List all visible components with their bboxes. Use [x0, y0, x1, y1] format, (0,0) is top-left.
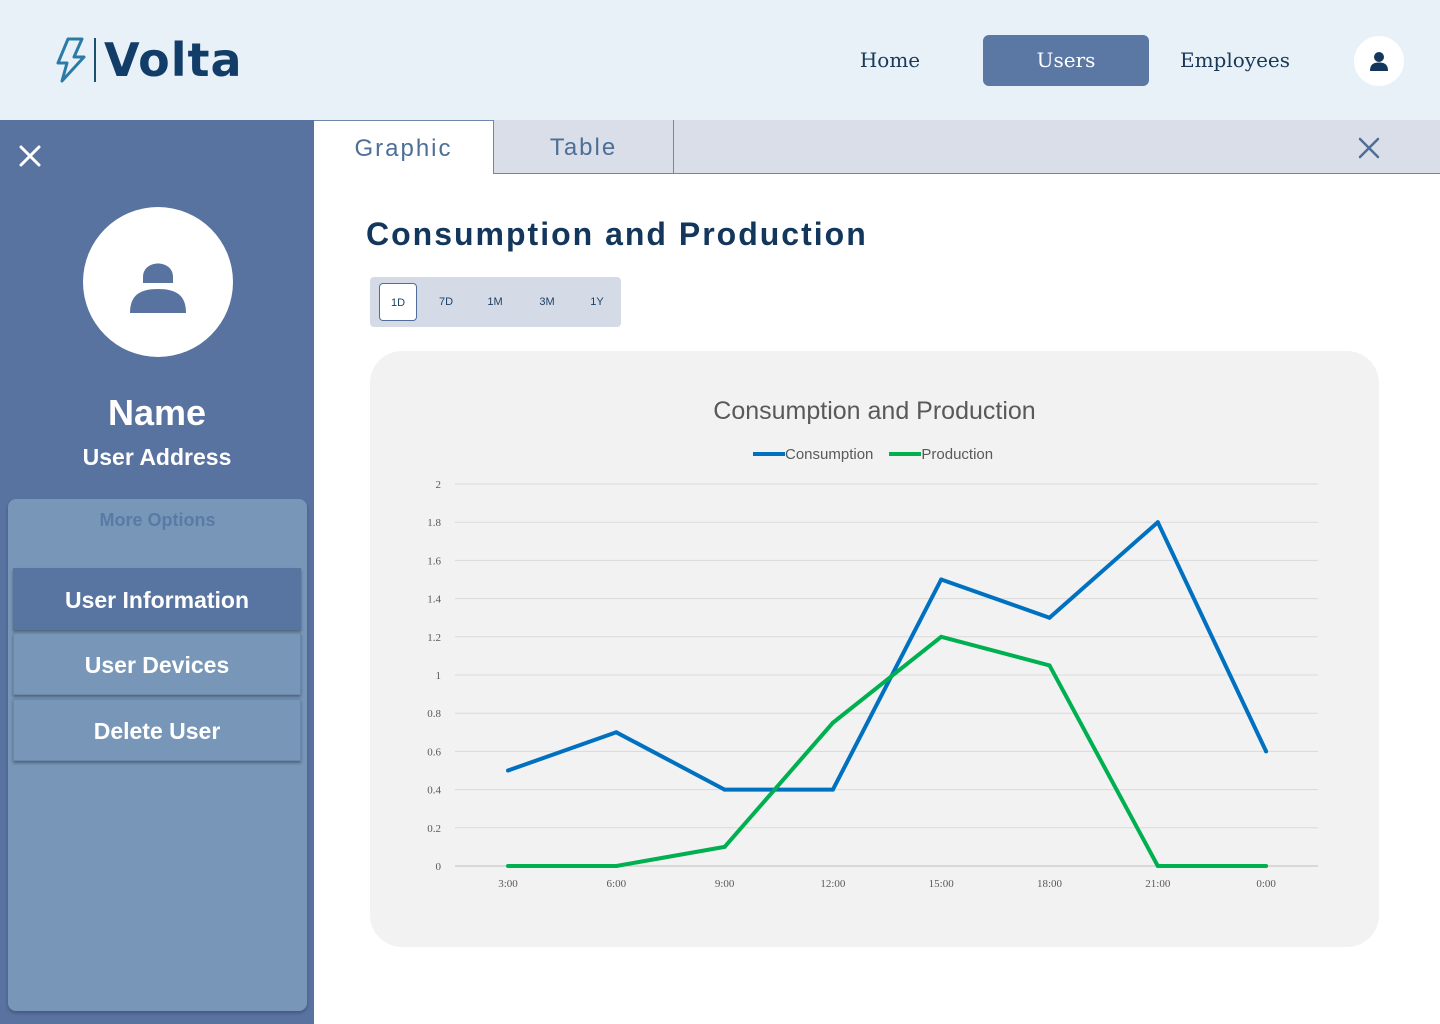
- range-7d-button[interactable]: 7D: [438, 296, 454, 308]
- more-options-title: More Options: [99, 510, 216, 530]
- y-tick-label: 2: [436, 479, 442, 491]
- legend-label: Production: [921, 445, 994, 463]
- volta-logo[interactable]: Volta: [54, 33, 243, 87]
- view-tabs: Graphic Table: [314, 120, 1440, 174]
- series-line-production: [508, 634, 1267, 868]
- x-tick-label: 9:00: [715, 878, 735, 890]
- data-point: [722, 844, 727, 849]
- x-tick-label: 18:00: [1037, 878, 1063, 890]
- data-point: [614, 864, 619, 868]
- x-tick-label: 0:00: [1256, 878, 1276, 890]
- delete-user-button[interactable]: Delete User: [13, 699, 301, 761]
- data-point: [830, 787, 835, 792]
- y-tick-label: 1.4: [427, 594, 441, 606]
- y-tick-label: 0.8: [427, 708, 441, 720]
- time-range-selector: 1D 7D 1M 3M 1Y: [370, 277, 621, 327]
- legend-swatch: [753, 452, 785, 456]
- y-tick-label: 1: [436, 670, 442, 682]
- data-point: [1047, 663, 1052, 668]
- close-icon[interactable]: [16, 142, 44, 170]
- user-icon: [130, 263, 186, 313]
- x-tick-label: 15:00: [929, 878, 955, 890]
- range-1d-button[interactable]: 1D: [379, 283, 417, 321]
- lightning-bolt-icon: [56, 37, 86, 83]
- chart-card: Consumption and Production Consumption P…: [370, 351, 1379, 947]
- y-tick-label: 1.2: [427, 632, 441, 644]
- user-information-button[interactable]: User Information: [13, 568, 301, 630]
- top-bar: Volta Home Users Employees: [0, 0, 1440, 120]
- legend-item-production: Production: [889, 446, 993, 463]
- user-icon: [1370, 52, 1388, 71]
- range-1y-button[interactable]: 1Y: [590, 296, 604, 308]
- tab-graphic[interactable]: Graphic: [314, 120, 494, 174]
- data-point: [722, 787, 727, 792]
- y-tick-label: 1.8: [427, 517, 441, 529]
- data-point: [830, 720, 835, 725]
- data-point: [506, 768, 510, 773]
- logo-divider: [94, 38, 96, 82]
- nav-employees[interactable]: Employees: [1179, 48, 1291, 72]
- data-point: [1047, 615, 1052, 620]
- avatar: [83, 207, 233, 357]
- page-title: Consumption and Production: [366, 216, 868, 252]
- nav-users[interactable]: Users: [983, 35, 1149, 86]
- data-point: [939, 577, 944, 582]
- chart-legend: Consumption Production: [753, 444, 1009, 464]
- data-point: [939, 634, 944, 639]
- y-tick-label: 1.6: [427, 555, 441, 567]
- data-point: [1264, 864, 1269, 868]
- x-tick-label: 3:00: [498, 878, 518, 890]
- user-devices-button[interactable]: User Devices: [13, 633, 301, 695]
- nav-home[interactable]: Home: [859, 48, 921, 72]
- chart-title: Consumption and Production: [713, 397, 1036, 425]
- legend-item-consumption: Consumption: [753, 446, 873, 463]
- user-name: Name: [107, 392, 207, 433]
- user-address: User Address: [82, 444, 232, 470]
- y-tick-label: 0.6: [427, 746, 441, 758]
- data-point: [1155, 864, 1160, 868]
- close-icon[interactable]: [1358, 137, 1380, 159]
- range-1m-button[interactable]: 1M: [487, 296, 503, 308]
- logo-text: Volta: [104, 33, 243, 87]
- more-options-panel: More Options User Information User Devic…: [8, 499, 307, 1011]
- y-tick-label: 0: [436, 861, 442, 873]
- tab-table[interactable]: Table: [494, 120, 674, 173]
- legend-label: Consumption: [785, 445, 874, 463]
- data-point: [506, 864, 510, 868]
- data-point: [1264, 749, 1269, 754]
- y-tick-label: 0.4: [427, 785, 441, 797]
- line-chart: 0 0.2 0.4 0.6 0.8 1 1.2 1.4 1.6 1.8 2 3:00 6:00 9:00 1…: [427, 479, 1318, 890]
- data-point: [1155, 520, 1160, 525]
- x-tick-label: 21:00: [1145, 878, 1171, 890]
- x-tick-label: 12:00: [820, 878, 846, 890]
- data-point: [614, 730, 619, 735]
- account-button[interactable]: [1354, 36, 1404, 86]
- series-line-consumption: [507, 520, 1268, 792]
- x-tick-label: 6:00: [607, 878, 627, 890]
- y-tick-label: 0.2: [427, 823, 441, 835]
- legend-swatch: [889, 452, 922, 456]
- sidebar: Name User Address More Options User Info…: [0, 120, 314, 1024]
- range-3m-button[interactable]: 3M: [539, 296, 555, 308]
